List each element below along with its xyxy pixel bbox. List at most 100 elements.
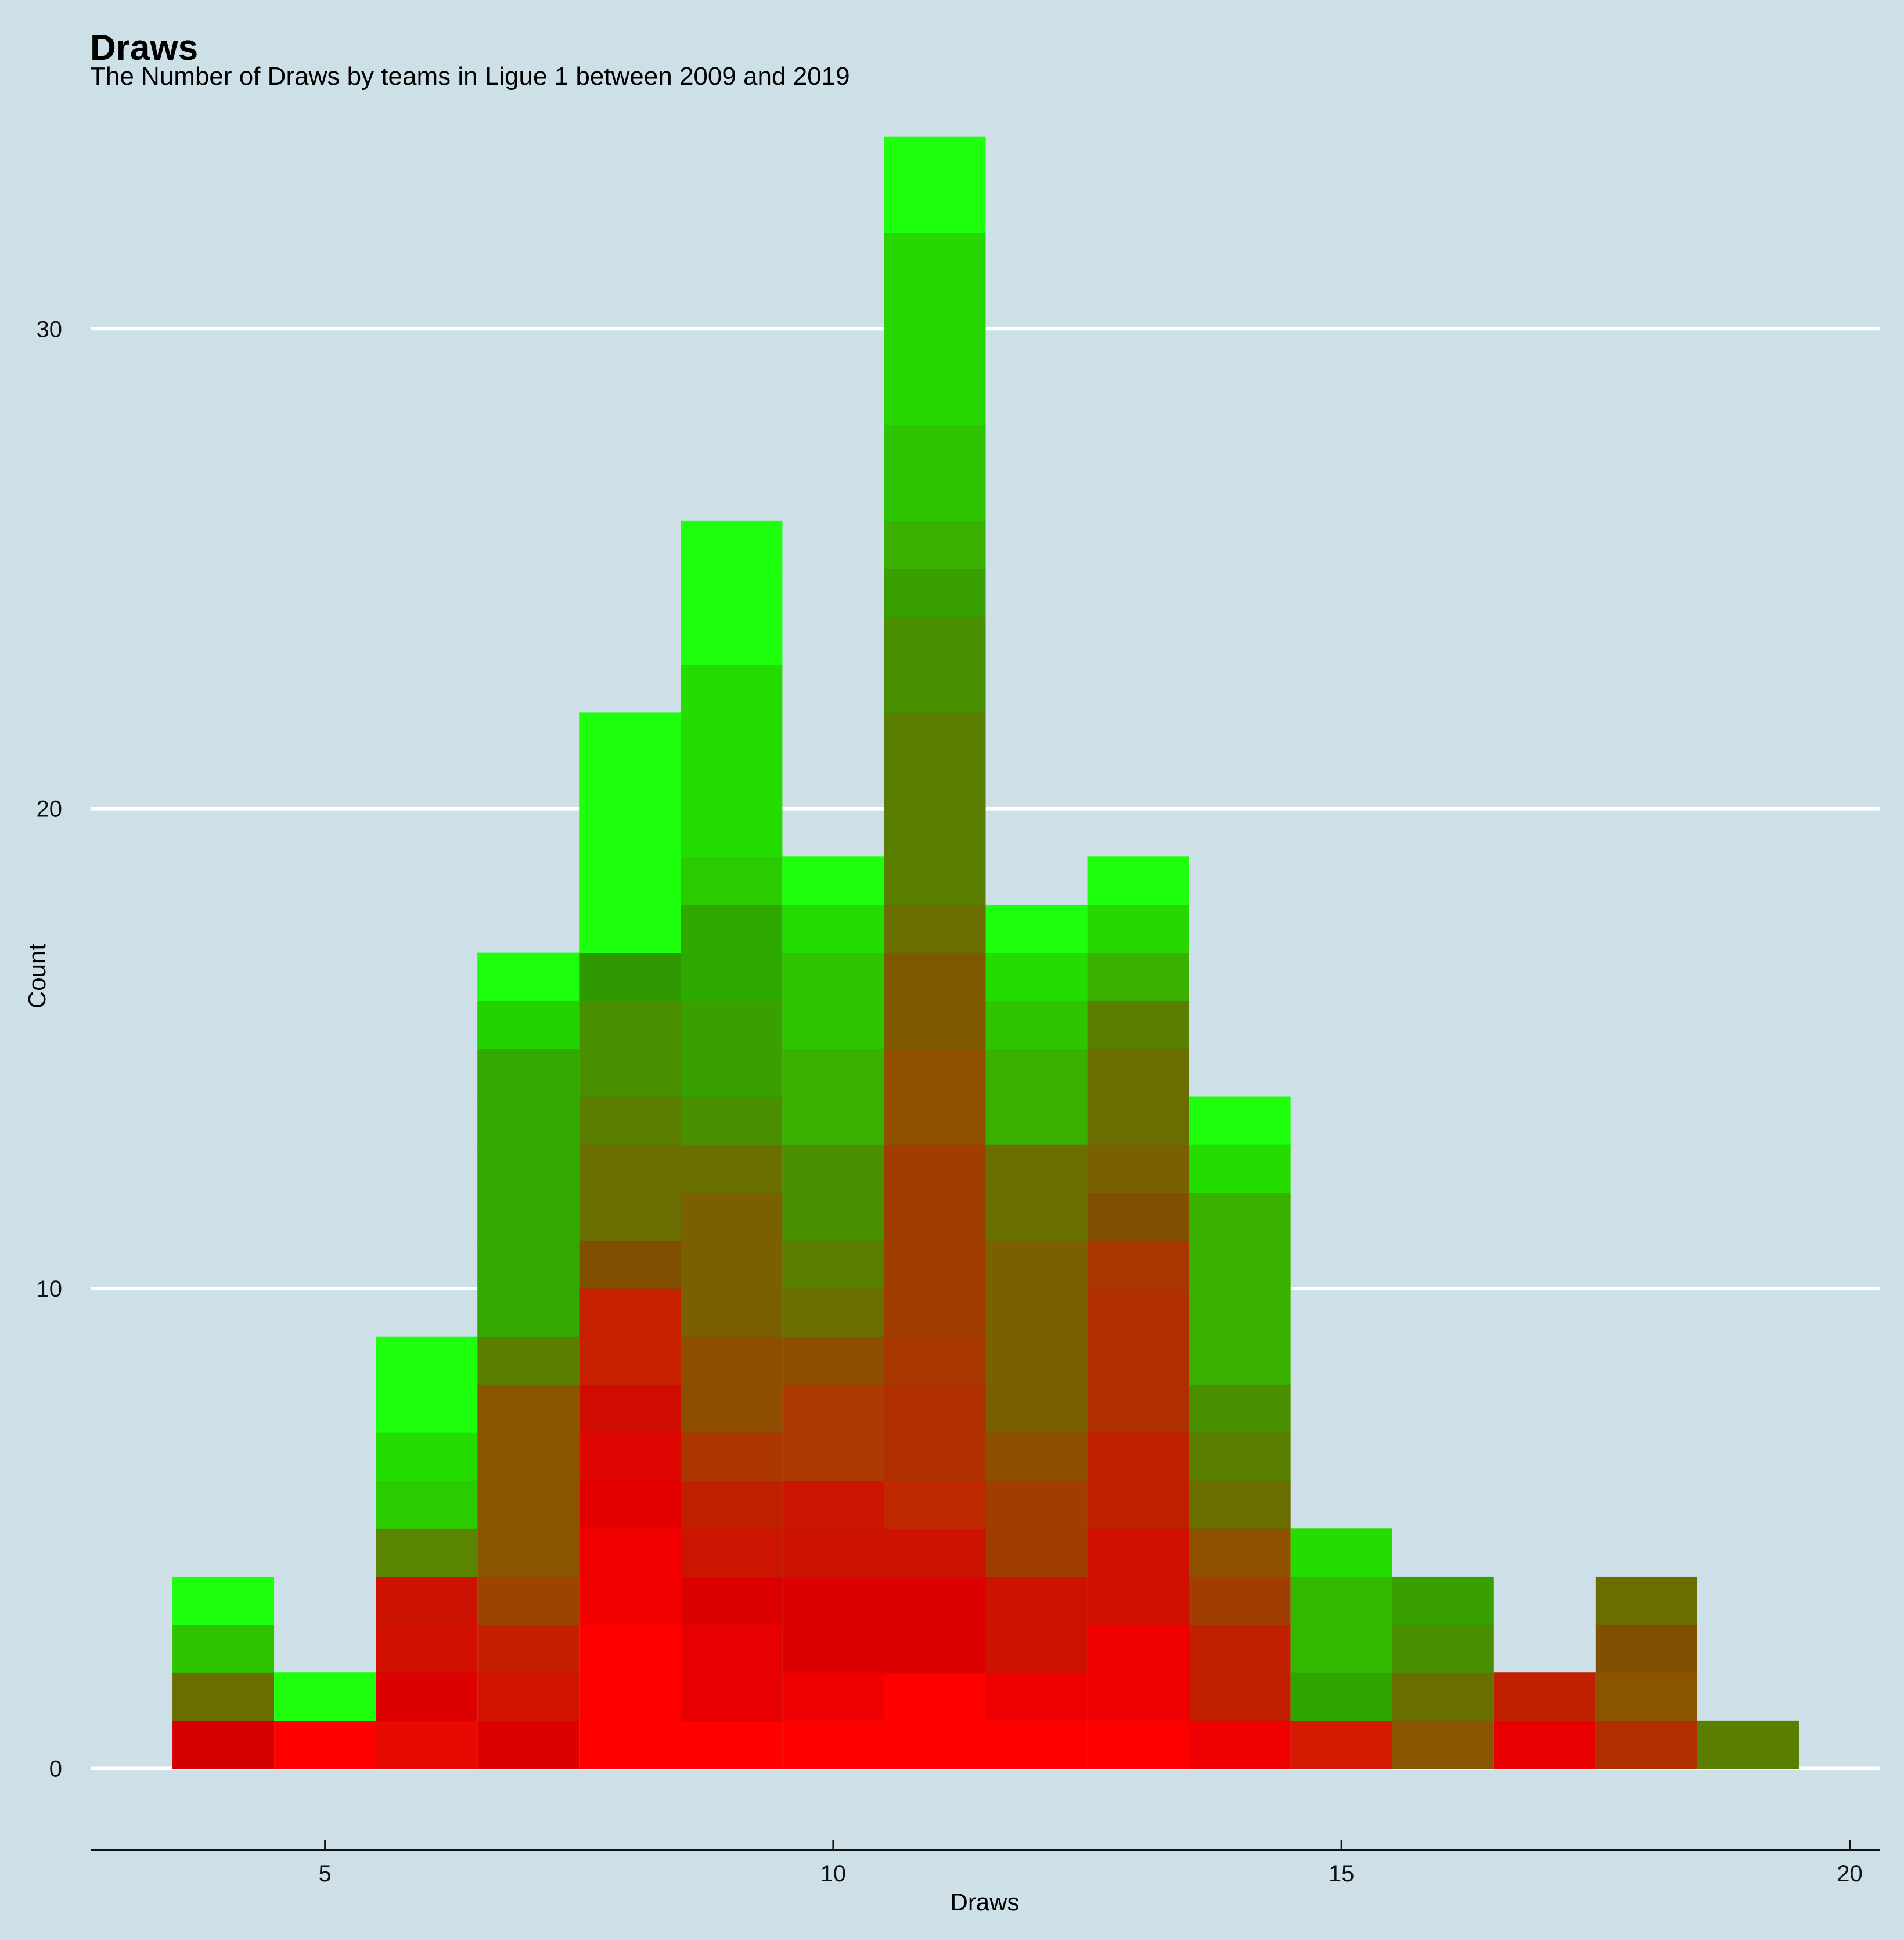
bar-segment-4-2	[172, 1672, 275, 1721]
bar-segment-7-7	[477, 1432, 580, 1481]
bar-segment-19-1	[1697, 1720, 1799, 1769]
bar-segment-10-9	[782, 1336, 884, 1385]
bar-draws-9	[681, 520, 783, 1769]
bar-segment-7-8	[477, 1384, 580, 1433]
bar-segment-12-12	[985, 1192, 1088, 1241]
bar-segment-12-5	[985, 1528, 1088, 1577]
bar-segment-11-4	[884, 1576, 986, 1625]
bar-draws-17	[1493, 1672, 1596, 1769]
bar-segment-10-4	[782, 1576, 884, 1625]
bar-segment-12-17	[985, 952, 1088, 1001]
bar-segment-6-9	[376, 1336, 478, 1385]
bar-segment-14-1	[1189, 1720, 1291, 1769]
bar-segment-14-7	[1189, 1432, 1291, 1481]
bar-segment-8-14	[579, 1096, 681, 1145]
bar-segment-15-1	[1290, 1720, 1392, 1769]
bar-segment-13-16	[1087, 1000, 1189, 1049]
x-tick-label-15: 15	[1329, 1861, 1355, 1887]
bar-draws-13	[1087, 856, 1189, 1769]
bar-segment-9-25	[681, 568, 783, 617]
bar-segment-11-34	[884, 136, 986, 185]
bar-segment-10-15	[782, 1048, 884, 1097]
bar-segment-13-15	[1087, 1048, 1189, 1097]
bar-segment-9-24	[681, 617, 783, 665]
bar-segment-15-2	[1290, 1672, 1392, 1721]
bar-segment-13-17	[1087, 952, 1189, 1001]
bar-segment-9-16	[681, 1000, 783, 1049]
bar-segment-7-2	[477, 1672, 580, 1721]
bar-segment-9-13	[681, 1144, 783, 1193]
bar-segment-7-16	[477, 1000, 580, 1049]
bar-segment-7-5	[477, 1528, 580, 1577]
bar-segment-10-13	[782, 1144, 884, 1193]
bar-segment-13-19	[1087, 856, 1189, 905]
histogram-bars	[172, 136, 1799, 1769]
bar-segment-16-4	[1392, 1576, 1494, 1625]
bar-segment-9-11	[681, 1240, 783, 1289]
bar-segment-12-6	[985, 1480, 1088, 1529]
bar-segment-9-12	[681, 1192, 783, 1241]
bar-segment-9-10	[681, 1288, 783, 1337]
bar-segment-9-21	[681, 761, 783, 809]
bar-segment-6-2	[376, 1672, 478, 1721]
bar-segment-13-10	[1087, 1288, 1189, 1337]
bar-segment-4-1	[172, 1720, 275, 1769]
bar-segment-13-7	[1087, 1432, 1189, 1481]
y-tick-label-0: 0	[49, 1757, 62, 1782]
bar-segment-13-5	[1087, 1528, 1189, 1577]
bar-segment-12-7	[985, 1432, 1088, 1481]
bar-segment-11-19	[884, 856, 986, 905]
bar-segment-8-20	[579, 808, 681, 857]
bar-segment-9-23	[681, 664, 783, 713]
bar-draws-12	[985, 904, 1088, 1769]
bar-segment-6-4	[376, 1576, 478, 1625]
y-axis-label: Count	[23, 944, 51, 1009]
bar-segment-11-21	[884, 761, 986, 809]
bar-segment-7-4	[477, 1576, 580, 1625]
bar-segment-18-4	[1595, 1576, 1697, 1625]
bar-segment-10-19	[782, 856, 884, 905]
bar-segment-8-22	[579, 712, 681, 761]
bar-segment-12-16	[985, 1000, 1088, 1049]
bar-segment-7-12	[477, 1192, 580, 1241]
bar-segment-6-5	[376, 1528, 478, 1577]
bar-segment-7-1	[477, 1720, 580, 1769]
bar-segment-15-5	[1290, 1528, 1392, 1577]
bar-segment-10-10	[782, 1288, 884, 1337]
bar-segment-13-13	[1087, 1144, 1189, 1193]
bar-segment-13-1	[1087, 1720, 1189, 1769]
bar-segment-11-26	[884, 520, 986, 570]
y-tick-label-30: 30	[37, 316, 63, 342]
bar-segment-11-12	[884, 1192, 986, 1241]
bar-segment-6-6	[376, 1480, 478, 1529]
bar-segment-9-9	[681, 1336, 783, 1385]
bar-segment-9-3	[681, 1624, 783, 1673]
bar-segment-9-5	[681, 1528, 783, 1577]
bar-draws-8	[579, 712, 681, 1769]
bar-segment-11-7	[884, 1432, 986, 1481]
bar-segment-6-8	[376, 1384, 478, 1433]
bar-segment-17-2	[1493, 1672, 1596, 1721]
bar-segment-8-5	[579, 1528, 681, 1577]
bar-segment-9-17	[681, 952, 783, 1001]
bar-segment-10-14	[782, 1096, 884, 1145]
bar-segment-11-10	[884, 1288, 986, 1337]
bar-segment-18-2	[1595, 1672, 1697, 1721]
bar-segment-8-9	[579, 1336, 681, 1385]
bar-segment-11-24	[884, 617, 986, 665]
bar-segment-9-22	[681, 712, 783, 761]
bar-segment-11-13	[884, 1144, 986, 1193]
bar-segment-11-27	[884, 473, 986, 521]
bar-segment-14-14	[1189, 1096, 1291, 1145]
bar-segment-11-25	[884, 568, 986, 617]
bar-segment-16-1	[1392, 1720, 1494, 1769]
bar-segment-7-3	[477, 1624, 580, 1673]
bar-segment-13-11	[1087, 1240, 1189, 1289]
bar-draws-5	[274, 1672, 376, 1769]
bar-segment-14-10	[1189, 1288, 1291, 1337]
y-axis-ticks: 0 10 20 30	[37, 316, 63, 1781]
bar-segment-14-2	[1189, 1672, 1291, 1721]
bar-segment-13-2	[1087, 1672, 1189, 1721]
bar-segment-15-3	[1290, 1624, 1392, 1673]
